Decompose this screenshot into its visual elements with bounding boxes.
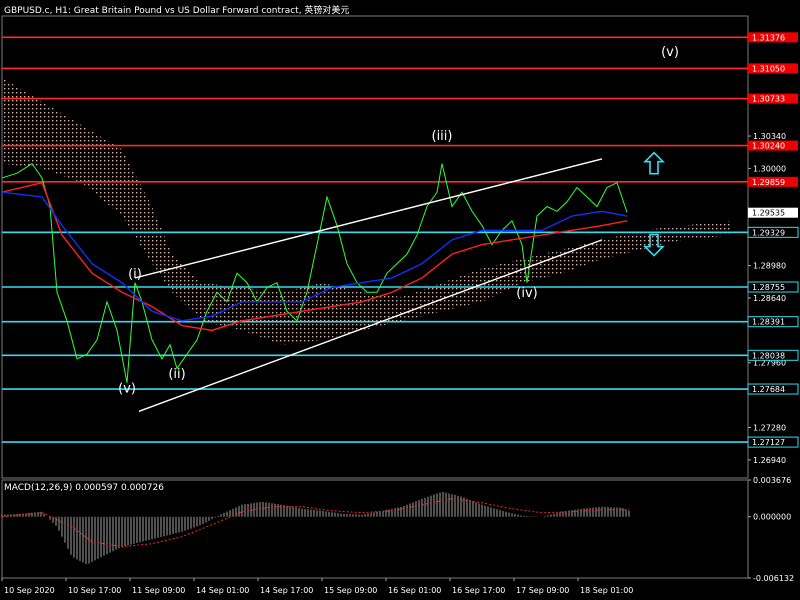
wave-label-2: (ii) bbox=[168, 367, 185, 382]
level-label-1: 1.31050 bbox=[752, 64, 785, 73]
macd-title: MACD(12,26,9) 0.000597 0.000726 bbox=[4, 483, 164, 493]
level-label-box-0 bbox=[748, 32, 798, 43]
level-label-4: 1.29859 bbox=[752, 178, 785, 187]
time-tick-1: 10 Sep 17:00 bbox=[68, 586, 121, 595]
ichimoku-cloud bbox=[2, 77, 732, 345]
time-tick-3: 14 Sep 01:00 bbox=[196, 586, 249, 595]
level-label-box-2 bbox=[748, 93, 798, 104]
price-tick-6: 1.26940 bbox=[753, 456, 786, 465]
time-tick-7: 16 Sep 17:00 bbox=[452, 586, 505, 595]
level-label-box-7 bbox=[747, 316, 799, 328]
macd-panel-border bbox=[1, 479, 749, 579]
series-moving-average-red bbox=[1, 181, 628, 332]
level-label-10: 1.27127 bbox=[752, 438, 785, 447]
macd-tick-2: -0.006132 bbox=[753, 574, 794, 583]
price-tick-4: 1.27960 bbox=[753, 359, 786, 368]
level-label-2: 1.30733 bbox=[752, 95, 785, 104]
price-tick-5: 1.27280 bbox=[753, 424, 786, 433]
wave-label-1: (i) bbox=[128, 267, 142, 282]
level-label-box-8 bbox=[747, 349, 799, 361]
price-tick-2: 1.28980 bbox=[753, 262, 786, 271]
price-tick-3: 1.28640 bbox=[753, 294, 786, 303]
wave-label-5: (v) bbox=[661, 45, 679, 60]
arrow-down-icon bbox=[643, 233, 665, 257]
level-label-3: 1.30240 bbox=[752, 142, 785, 151]
level-label-box-5 bbox=[747, 226, 799, 238]
current-price-label: 1.29535 bbox=[752, 209, 785, 218]
current-price-box bbox=[748, 207, 798, 218]
time-tick-9: 18 Sep 01:00 bbox=[580, 586, 633, 595]
series-trend-channel-lower bbox=[138, 239, 603, 412]
arrow-up-icon bbox=[643, 151, 665, 175]
level-label-8: 1.28038 bbox=[752, 351, 785, 360]
price-levels bbox=[2, 36, 748, 443]
chart-title: GBPUSD.c, H1: Great Britain Pound vs US … bbox=[4, 6, 350, 16]
level-label-5: 1.29329 bbox=[752, 228, 785, 237]
level-label-box-9 bbox=[747, 383, 799, 395]
price-tick-1: 1.30000 bbox=[753, 164, 786, 173]
wave-label-0: (v) bbox=[118, 381, 136, 396]
time-tick-6: 16 Sep 01:00 bbox=[388, 586, 441, 595]
time-tick-5: 15 Sep 09:00 bbox=[324, 586, 377, 595]
level-label-9: 1.27684 bbox=[752, 385, 785, 394]
level-label-box-1 bbox=[748, 63, 798, 74]
level-label-box-4 bbox=[748, 176, 798, 187]
macd-panel: 0.003676 0.000000 -0.006132 bbox=[1, 476, 794, 583]
wave-labels: (v) (i) (ii) (iii) (iv) (v) bbox=[118, 45, 679, 396]
time-tick-2: 11 Sep 09:00 bbox=[132, 586, 185, 595]
arrows bbox=[643, 151, 665, 257]
wave-label-3: (iii) bbox=[432, 129, 453, 144]
price-tick-0: 1.30340 bbox=[753, 132, 786, 141]
level-label-7: 1.28391 bbox=[752, 318, 785, 327]
macd-tick-1: 0.000000 bbox=[753, 513, 791, 522]
level-label-0: 1.31376 bbox=[752, 33, 785, 42]
level-label-6: 1.28755 bbox=[752, 283, 785, 292]
series-price bbox=[1, 162, 628, 383]
price-axis: 1.30340 1.30000 1.28980 1.28640 1.27960 1.272… bbox=[747, 32, 799, 465]
time-tick-0: 10 Sep 2020 bbox=[4, 586, 55, 595]
chart-frame bbox=[1, 15, 749, 579]
macd-signal-line bbox=[1, 498, 629, 548]
time-tick-8: 17 Sep 09:00 bbox=[516, 586, 569, 595]
price-panel-border bbox=[1, 15, 749, 479]
cloud-area bbox=[2, 77, 732, 345]
time-axis: 10 Sep 2020 10 Sep 17:00 11 Sep 09:00 14 Se… bbox=[1, 578, 633, 595]
time-tick-4: 14 Sep 17:00 bbox=[260, 586, 313, 595]
wave-label-4: (iv) bbox=[516, 286, 537, 301]
series-trend-channel-upper bbox=[134, 158, 603, 279]
level-label-box-6 bbox=[747, 281, 799, 293]
macd-tick-0: 0.003676 bbox=[753, 476, 791, 485]
series-lines bbox=[1, 158, 628, 412]
level-label-box-10 bbox=[747, 436, 799, 448]
series-moving-average-blue bbox=[1, 191, 628, 322]
level-label-box-3 bbox=[748, 140, 798, 151]
